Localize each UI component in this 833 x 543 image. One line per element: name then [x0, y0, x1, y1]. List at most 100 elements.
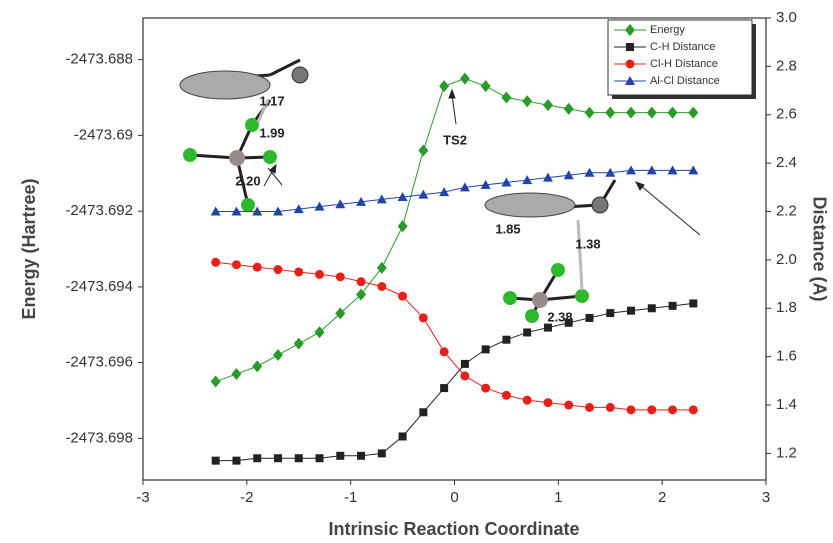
marker	[399, 432, 407, 440]
series-line	[216, 170, 694, 211]
marker	[253, 454, 261, 462]
y-tick-label: -2473.69	[74, 126, 133, 143]
y2-tick-label: 1.2	[776, 444, 797, 461]
marker	[502, 391, 511, 400]
marker	[231, 368, 241, 380]
marker	[273, 265, 282, 274]
marker	[584, 107, 594, 119]
x-tick-label: -1	[344, 489, 357, 506]
legend-label: Cl-H Distance	[650, 58, 718, 70]
marker	[482, 345, 490, 353]
marker	[336, 272, 345, 281]
marker	[501, 92, 511, 104]
marker	[543, 99, 553, 111]
marker	[419, 408, 427, 416]
legend-label: Energy	[650, 24, 685, 36]
x-axis-title: Intrinsic Reaction Coordinate	[328, 519, 579, 539]
marker	[668, 107, 678, 119]
marker	[523, 328, 531, 336]
marker	[544, 324, 552, 332]
marker	[232, 457, 240, 465]
marker	[605, 107, 615, 119]
y2-tick-label: 2.6	[776, 106, 797, 123]
marker	[543, 398, 552, 407]
series-line	[216, 262, 694, 410]
y-tick-label: -2473.692	[65, 202, 133, 219]
marker	[669, 302, 677, 310]
marker	[564, 103, 574, 115]
series-line	[216, 79, 694, 382]
marker	[418, 145, 428, 157]
y2-tick-label: 3.0	[776, 9, 797, 26]
marker	[211, 376, 221, 388]
marker	[585, 403, 594, 412]
y2-tick-label: 2.2	[776, 202, 797, 219]
marker	[212, 457, 220, 465]
marker	[689, 405, 698, 414]
marker	[232, 260, 241, 269]
molecule-2	[485, 180, 615, 323]
y-tick-label: -2473.688	[65, 51, 133, 68]
y-axis-title: Energy (Hartree)	[19, 178, 39, 319]
y2-tick-label: 1.4	[776, 396, 797, 413]
marker	[627, 307, 635, 315]
marker	[377, 282, 386, 291]
marker	[439, 80, 449, 92]
marker	[440, 384, 448, 392]
marker	[398, 220, 408, 232]
y-tick-label: -2473.698	[65, 429, 133, 446]
marker	[481, 384, 490, 393]
marker	[440, 347, 449, 356]
marker	[273, 349, 283, 361]
marker	[419, 313, 428, 322]
marker	[606, 403, 615, 412]
marker	[357, 452, 365, 460]
marker	[398, 292, 407, 301]
marker	[626, 60, 635, 69]
annotation: 1.17	[259, 93, 284, 108]
y2-tick-label: 2.4	[776, 154, 797, 171]
y-tick-label: -2473.694	[65, 278, 133, 295]
marker	[648, 304, 656, 312]
x-tick-label: 3	[762, 489, 770, 506]
marker	[564, 401, 573, 410]
marker	[688, 107, 698, 119]
marker	[294, 267, 303, 276]
y2-tick-label: 2.8	[776, 57, 797, 74]
marker	[668, 405, 677, 414]
y2-tick-label: 1.6	[776, 348, 797, 365]
marker	[502, 336, 510, 344]
annotation: 2.20	[235, 173, 260, 188]
marker	[274, 454, 282, 462]
marker	[523, 396, 532, 405]
marker	[481, 80, 491, 92]
y2-axis-title: Distance (A)	[809, 196, 829, 301]
marker	[460, 73, 470, 85]
marker	[585, 314, 593, 322]
marker	[316, 454, 324, 462]
legend-label: Al-Cl Distance	[650, 75, 720, 87]
x-tick-label: -2	[240, 489, 253, 506]
marker	[335, 307, 345, 319]
x-tick-label: -3	[136, 489, 149, 506]
marker	[211, 258, 220, 267]
chart: Intrinsic Reaction Coordinate Energy (Ha…	[0, 0, 833, 543]
molecule-1	[180, 60, 308, 212]
marker	[315, 326, 325, 338]
marker	[522, 95, 532, 107]
annotation: 1.38	[575, 236, 600, 251]
marker	[626, 107, 636, 119]
marker	[295, 454, 303, 462]
marker	[647, 405, 656, 414]
marker	[378, 449, 386, 457]
series-line	[216, 303, 694, 460]
marker	[626, 43, 634, 51]
marker	[689, 299, 697, 307]
y2-tick-label: 2.0	[776, 251, 797, 268]
annotation: 1.99	[259, 125, 284, 140]
marker	[460, 371, 469, 380]
marker	[606, 309, 614, 317]
annotation: TS2	[443, 132, 467, 147]
x-tick-label: 0	[450, 489, 458, 506]
